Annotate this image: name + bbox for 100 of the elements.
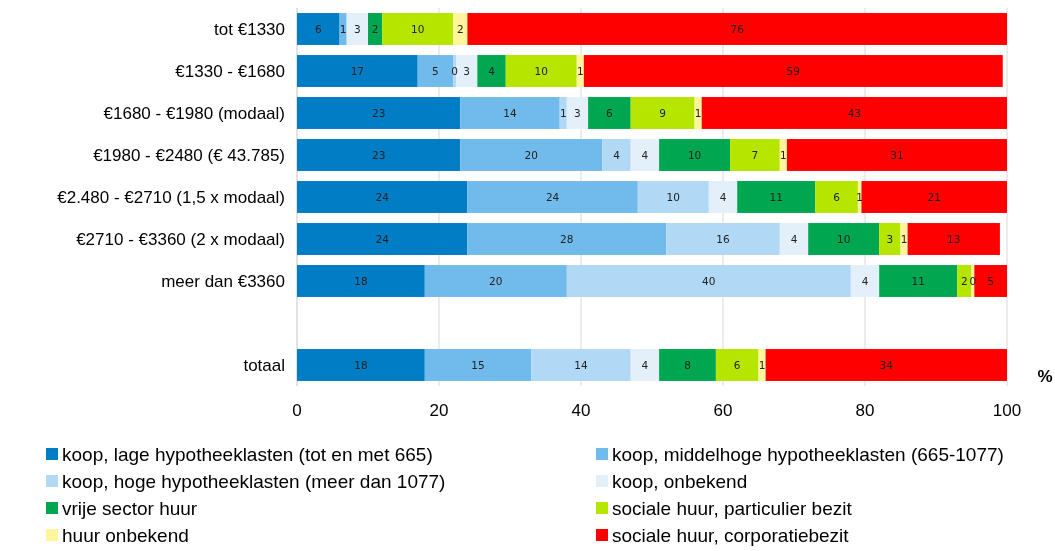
bar [583,55,1003,87]
data-label: 11 [769,190,783,203]
data-label: 4 [790,232,798,245]
data-label: 76 [730,22,745,35]
data-label: 24 [375,232,390,245]
bar [701,97,1007,129]
data-label: 18 [354,358,368,371]
bar [297,13,340,45]
y-tick-label: €2710 - €3360 (2 x modaal) [76,229,285,249]
data-label: 14 [503,106,517,119]
data-label: 1 [900,232,908,245]
bar [467,181,638,213]
data-label: 17 [350,64,365,77]
data-label: 1 [758,358,766,371]
data-label: 4 [861,274,869,287]
data-label: 10 [534,64,548,77]
bar [957,265,972,297]
data-label: 9 [659,106,666,119]
y-tick-label: €1980 - €2480 (€ 43.785) [93,145,285,165]
bar [297,349,425,381]
x-axis-title: % [1037,367,1053,386]
data-label: 16 [716,232,730,245]
legend-label: sociale huur, particulier bezit [612,497,853,519]
data-label: 15 [471,358,485,371]
bar [382,13,454,45]
x-tick-label: 60 [713,401,733,420]
bar [861,181,1007,213]
x-tick-label: 100 [992,401,1022,420]
data-label: 1 [559,106,567,119]
bar [417,55,454,87]
x-tick-label: 20 [429,401,449,420]
bar [765,349,1007,381]
legend-label: huur onbekend [62,524,189,546]
bar [297,265,425,297]
bar [630,349,660,381]
data-label: 31 [890,148,904,161]
bar [602,139,631,171]
bar [531,349,631,381]
y-tick-label: meer dan €3360 [161,271,285,291]
bar [666,223,780,255]
x-tick-label: 0 [292,401,302,420]
legend-label: koop, hoge hypotheeklasten (meer dan 1077) [62,470,446,492]
data-label: 7 [751,148,759,161]
bar [637,181,709,213]
bar [730,139,780,171]
bar [477,55,506,87]
data-label: 1 [856,190,864,203]
bar [505,55,577,87]
data-label: 0 [451,64,458,77]
data-label: 10 [687,148,702,161]
data-label: 23 [371,106,386,119]
bar [456,55,478,87]
data-label: 6 [606,106,614,119]
data-label: 1 [780,148,787,161]
data-label: 40 [702,274,716,287]
legend-label: koop, lage hypotheeklasten (tot en met 665) [62,443,433,465]
bar [659,139,731,171]
data-label: 8 [684,358,691,371]
data-label: 14 [574,358,588,371]
bar [850,265,880,297]
bar [566,97,589,129]
bar [779,223,809,255]
x-tick-label: 40 [571,401,591,420]
bar [467,223,667,255]
bar [737,181,816,213]
data-label: 20 [524,148,538,161]
data-label: 23 [371,148,386,161]
bar [346,13,368,45]
data-label: 3 [886,232,894,245]
data-label: 34 [879,358,894,371]
bar [974,265,1007,297]
y-tick-label: €1330 - €1680 [175,61,285,81]
data-label: 3 [463,64,471,77]
data-label: 11 [911,274,925,287]
data-label: 5 [987,274,995,287]
data-label: 4 [613,148,621,161]
bar [786,139,1007,171]
data-label: 24 [545,190,560,203]
data-label: 21 [927,190,941,203]
data-label: 3 [354,22,361,35]
data-label: 20 [489,274,503,287]
bar [297,97,461,129]
y-tick-label: €2.480 - €2710 (1,5 x modaal) [57,187,285,207]
bar [715,349,759,381]
data-label: 6 [314,22,322,35]
bar [460,97,560,129]
bar [368,13,383,45]
bar [467,13,1007,45]
y-tick-label: €1680 - €1980 (modaal) [103,103,285,123]
legend-label: koop, middelhoge hypotheeklasten (665-1077) [612,443,1004,465]
bar [424,349,532,381]
bar [630,139,660,171]
data-label: 3 [574,106,581,119]
y-tick-label: tot €1330 [214,19,285,39]
bar [453,13,468,45]
data-label: 4 [488,64,496,77]
data-label: 18 [354,274,368,287]
bar [460,139,603,171]
legend-label: vrije sector huur [62,497,198,519]
data-label: 4 [641,148,649,161]
